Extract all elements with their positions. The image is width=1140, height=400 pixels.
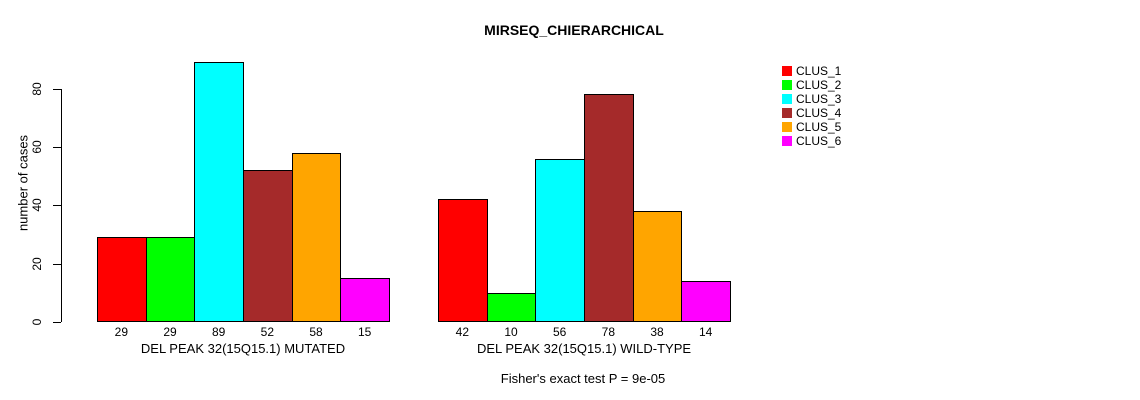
- bar-value-label: 42: [455, 325, 470, 339]
- legend-label: CLUS_3: [796, 92, 842, 106]
- tick-mark: [53, 146, 61, 148]
- bar-clus_6-group2: [681, 281, 731, 322]
- tick-label: 20: [30, 256, 44, 271]
- annotation-text: Fisher's exact test P = 9e-05: [500, 371, 666, 386]
- bar-value-label: 29: [114, 325, 129, 339]
- group-label: DEL PEAK 32(15Q15.1) MUTATED: [140, 341, 346, 356]
- bar-value-label: 78: [601, 325, 616, 339]
- bar-clus_5-group1: [291, 152, 342, 322]
- legend-swatch: [782, 80, 792, 90]
- bar-clus_2-group1: [145, 237, 196, 322]
- bar-value-label: 58: [309, 325, 323, 339]
- plot-title: MIRSEQ_CHIERARCHICAL: [484, 22, 664, 38]
- bar-clus_4-group1: [243, 170, 293, 322]
- bar-clus_3-group1: [194, 62, 244, 322]
- bar-clus_1-group2: [438, 199, 488, 322]
- legend-item: CLUS_5: [782, 120, 841, 134]
- legend-item: CLUS_3: [782, 92, 841, 106]
- bar-value-label: 15: [357, 325, 372, 339]
- bar-value-label: 52: [260, 325, 275, 339]
- tick-mark: [53, 322, 61, 323]
- bar-clus_3-group2: [535, 158, 585, 322]
- legend-swatch: [782, 94, 792, 104]
- tick-label: 60: [30, 140, 44, 154]
- bar-clus_6-group1: [340, 278, 390, 322]
- y-axis-line: [61, 88, 62, 322]
- legend-item: CLUS_6: [782, 134, 841, 148]
- bar-clus_1-group1: [97, 237, 147, 322]
- legend: CLUS_1 CLUS_2 CLUS_3 CLUS_4 CLUS_5 CLUS_6: [782, 64, 841, 148]
- y-axis-label: number of cases: [15, 134, 31, 232]
- bar-clus_2-group2: [486, 292, 537, 322]
- legend-label: CLUS_4: [796, 106, 842, 120]
- bar-clus_4-group2: [584, 94, 634, 322]
- bar-value-label: 10: [504, 325, 518, 339]
- legend-label: CLUS_2: [796, 78, 842, 92]
- legend-label: CLUS_5: [796, 120, 842, 134]
- tick-label: 0: [30, 318, 44, 326]
- legend-swatch: [782, 122, 792, 132]
- tick-mark: [53, 205, 61, 207]
- tick-label: 40: [30, 198, 44, 212]
- bar-value-label: 38: [650, 325, 664, 339]
- tick-mark: [53, 263, 61, 265]
- legend-swatch: [782, 108, 792, 118]
- bar-value-label: 14: [698, 325, 713, 339]
- bar-value-label: 89: [211, 325, 226, 339]
- legend-label: CLUS_6: [796, 134, 842, 148]
- tick-mark: [53, 88, 61, 90]
- legend-swatch: [782, 136, 792, 146]
- legend-swatch: [782, 66, 792, 76]
- bar-value-label: 56: [552, 325, 567, 339]
- legend-item: CLUS_2: [782, 78, 841, 92]
- group-label: DEL PEAK 32(15Q15.1) WILD-TYPE: [476, 341, 692, 356]
- legend-item: CLUS_4: [782, 106, 841, 120]
- legend-label: CLUS_1: [796, 64, 842, 78]
- legend-item: CLUS_1: [782, 64, 841, 78]
- bar-clus_5-group2: [632, 211, 683, 322]
- tick-label: 80: [30, 81, 44, 96]
- bar-value-label: 29: [163, 325, 177, 339]
